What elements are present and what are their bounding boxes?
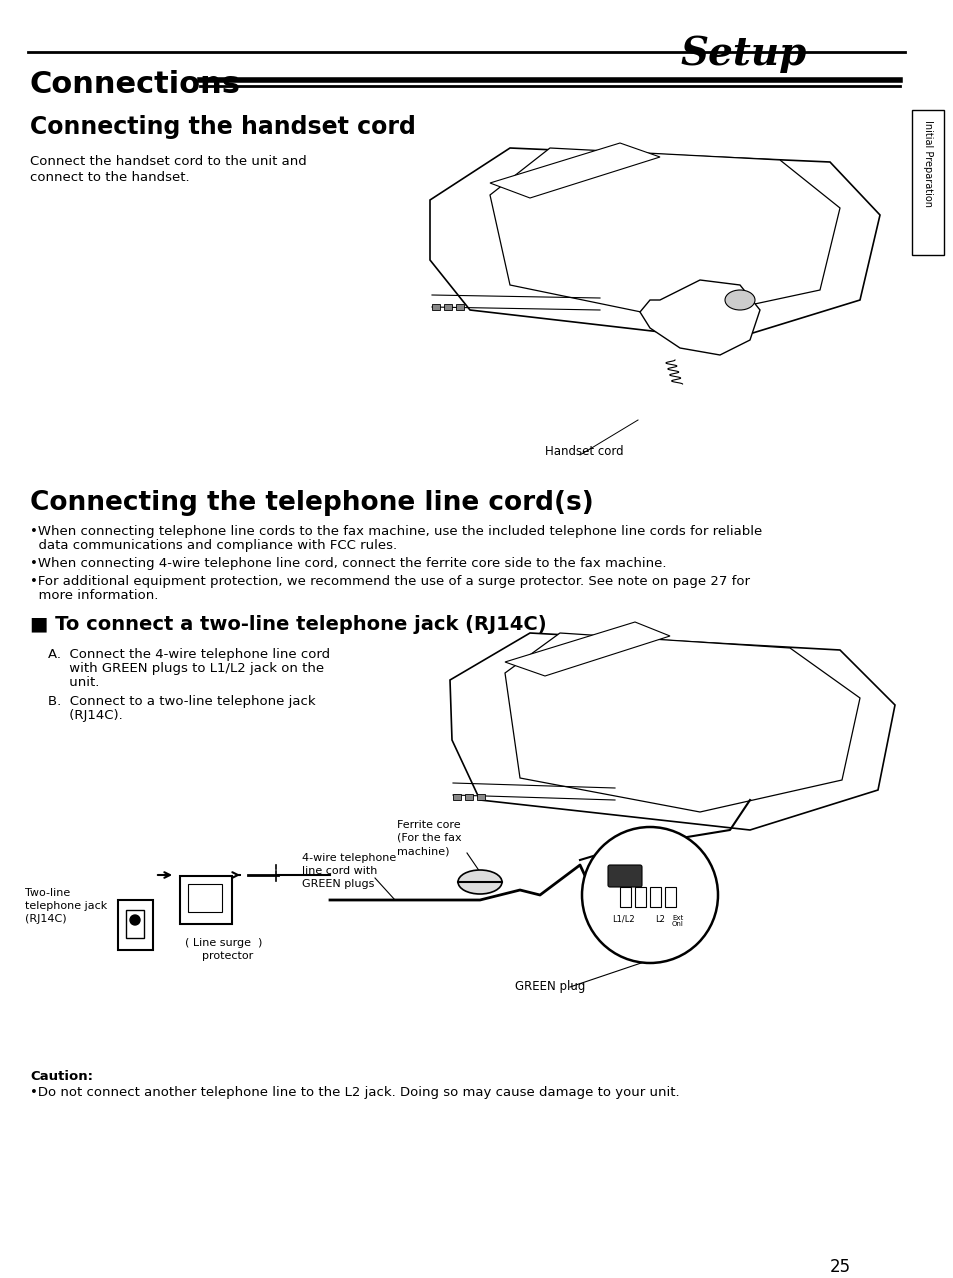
Text: protector: protector [194, 951, 253, 961]
Bar [649, 887, 660, 907]
Text: data communications and compliance with FCC rules.: data communications and compliance with … [30, 539, 396, 552]
Text: •When connecting telephone line cords to the fax machine, use the included telep: •When connecting telephone line cords to… [30, 525, 761, 538]
Bar [188, 884, 222, 912]
Text: line cord with: line cord with [302, 866, 377, 875]
Ellipse shape [724, 290, 754, 311]
Polygon shape [430, 148, 879, 340]
Text: A.  Connect the 4-wire telephone line cord: A. Connect the 4-wire telephone line cor… [48, 648, 330, 661]
Text: Ferrite core: Ferrite core [396, 820, 460, 829]
Text: Caution:: Caution: [30, 1070, 92, 1082]
Text: unit.: unit. [48, 676, 99, 689]
Text: connect to the handset.: connect to the handset. [30, 171, 190, 184]
Text: Connecting the telephone line cord(s): Connecting the telephone line cord(s) [30, 489, 593, 516]
Bar [911, 110, 943, 256]
Bar [443, 304, 452, 311]
Text: L1/L2: L1/L2 [612, 915, 634, 924]
Text: Two-line: Two-line [25, 888, 71, 898]
Bar [476, 794, 484, 800]
Polygon shape [450, 633, 894, 829]
Text: (RJ14C): (RJ14C) [25, 914, 67, 924]
Text: GREEN plugs: GREEN plugs [302, 879, 374, 889]
Polygon shape [490, 143, 659, 198]
Bar [635, 887, 645, 907]
Circle shape [581, 827, 718, 964]
Polygon shape [504, 633, 859, 812]
Ellipse shape [457, 870, 501, 895]
Text: (For the fax: (For the fax [396, 833, 461, 843]
Bar [664, 887, 676, 907]
Text: 4-wire telephone: 4-wire telephone [302, 852, 395, 863]
Text: Setup: Setup [679, 35, 805, 73]
Text: Connections: Connections [30, 70, 241, 98]
Text: •For additional equipment protection, we recommend the use of a surge protector.: •For additional equipment protection, we… [30, 575, 749, 588]
Text: L2: L2 [655, 915, 664, 924]
Bar [464, 794, 473, 800]
Bar [619, 887, 630, 907]
Bar [180, 875, 232, 924]
Text: GREEN plug: GREEN plug [515, 980, 585, 993]
Text: more information.: more information. [30, 589, 158, 602]
Polygon shape [490, 148, 840, 320]
Text: ( Line surge  ): ( Line surge ) [185, 938, 262, 948]
Text: telephone jack: telephone jack [25, 901, 107, 911]
Polygon shape [639, 280, 760, 355]
Text: Connect the handset cord to the unit and: Connect the handset cord to the unit and [30, 155, 307, 167]
Text: machine): machine) [396, 846, 449, 856]
Text: Ext
Onl: Ext Onl [671, 915, 683, 928]
Text: Connecting the handset cord: Connecting the handset cord [30, 115, 416, 139]
Text: B.  Connect to a two-line telephone jack: B. Connect to a two-line telephone jack [48, 695, 315, 708]
Text: ■ To connect a two-line telephone jack (RJ14C): ■ To connect a two-line telephone jack (… [30, 615, 546, 634]
Circle shape [130, 915, 140, 925]
Bar [126, 910, 144, 938]
Bar [456, 304, 463, 311]
Bar [432, 304, 439, 311]
Polygon shape [504, 622, 669, 676]
Bar [379, 130, 884, 460]
Text: Initial Preparation: Initial Preparation [923, 120, 932, 207]
Text: (RJ14C).: (RJ14C). [48, 709, 123, 722]
Text: •Do not connect another telephone line to the L2 jack. Doing so may cause damage: •Do not connect another telephone line t… [30, 1086, 679, 1099]
Text: with GREEN plugs to L1/L2 jack on the: with GREEN plugs to L1/L2 jack on the [48, 662, 324, 675]
Bar [118, 900, 152, 950]
FancyBboxPatch shape [607, 865, 641, 887]
Text: 25: 25 [829, 1258, 850, 1275]
Text: •When connecting 4-wire telephone line cord, connect the ferrite core side to th: •When connecting 4-wire telephone line c… [30, 557, 666, 570]
Bar [453, 794, 460, 800]
Text: Handset cord: Handset cord [544, 445, 623, 458]
